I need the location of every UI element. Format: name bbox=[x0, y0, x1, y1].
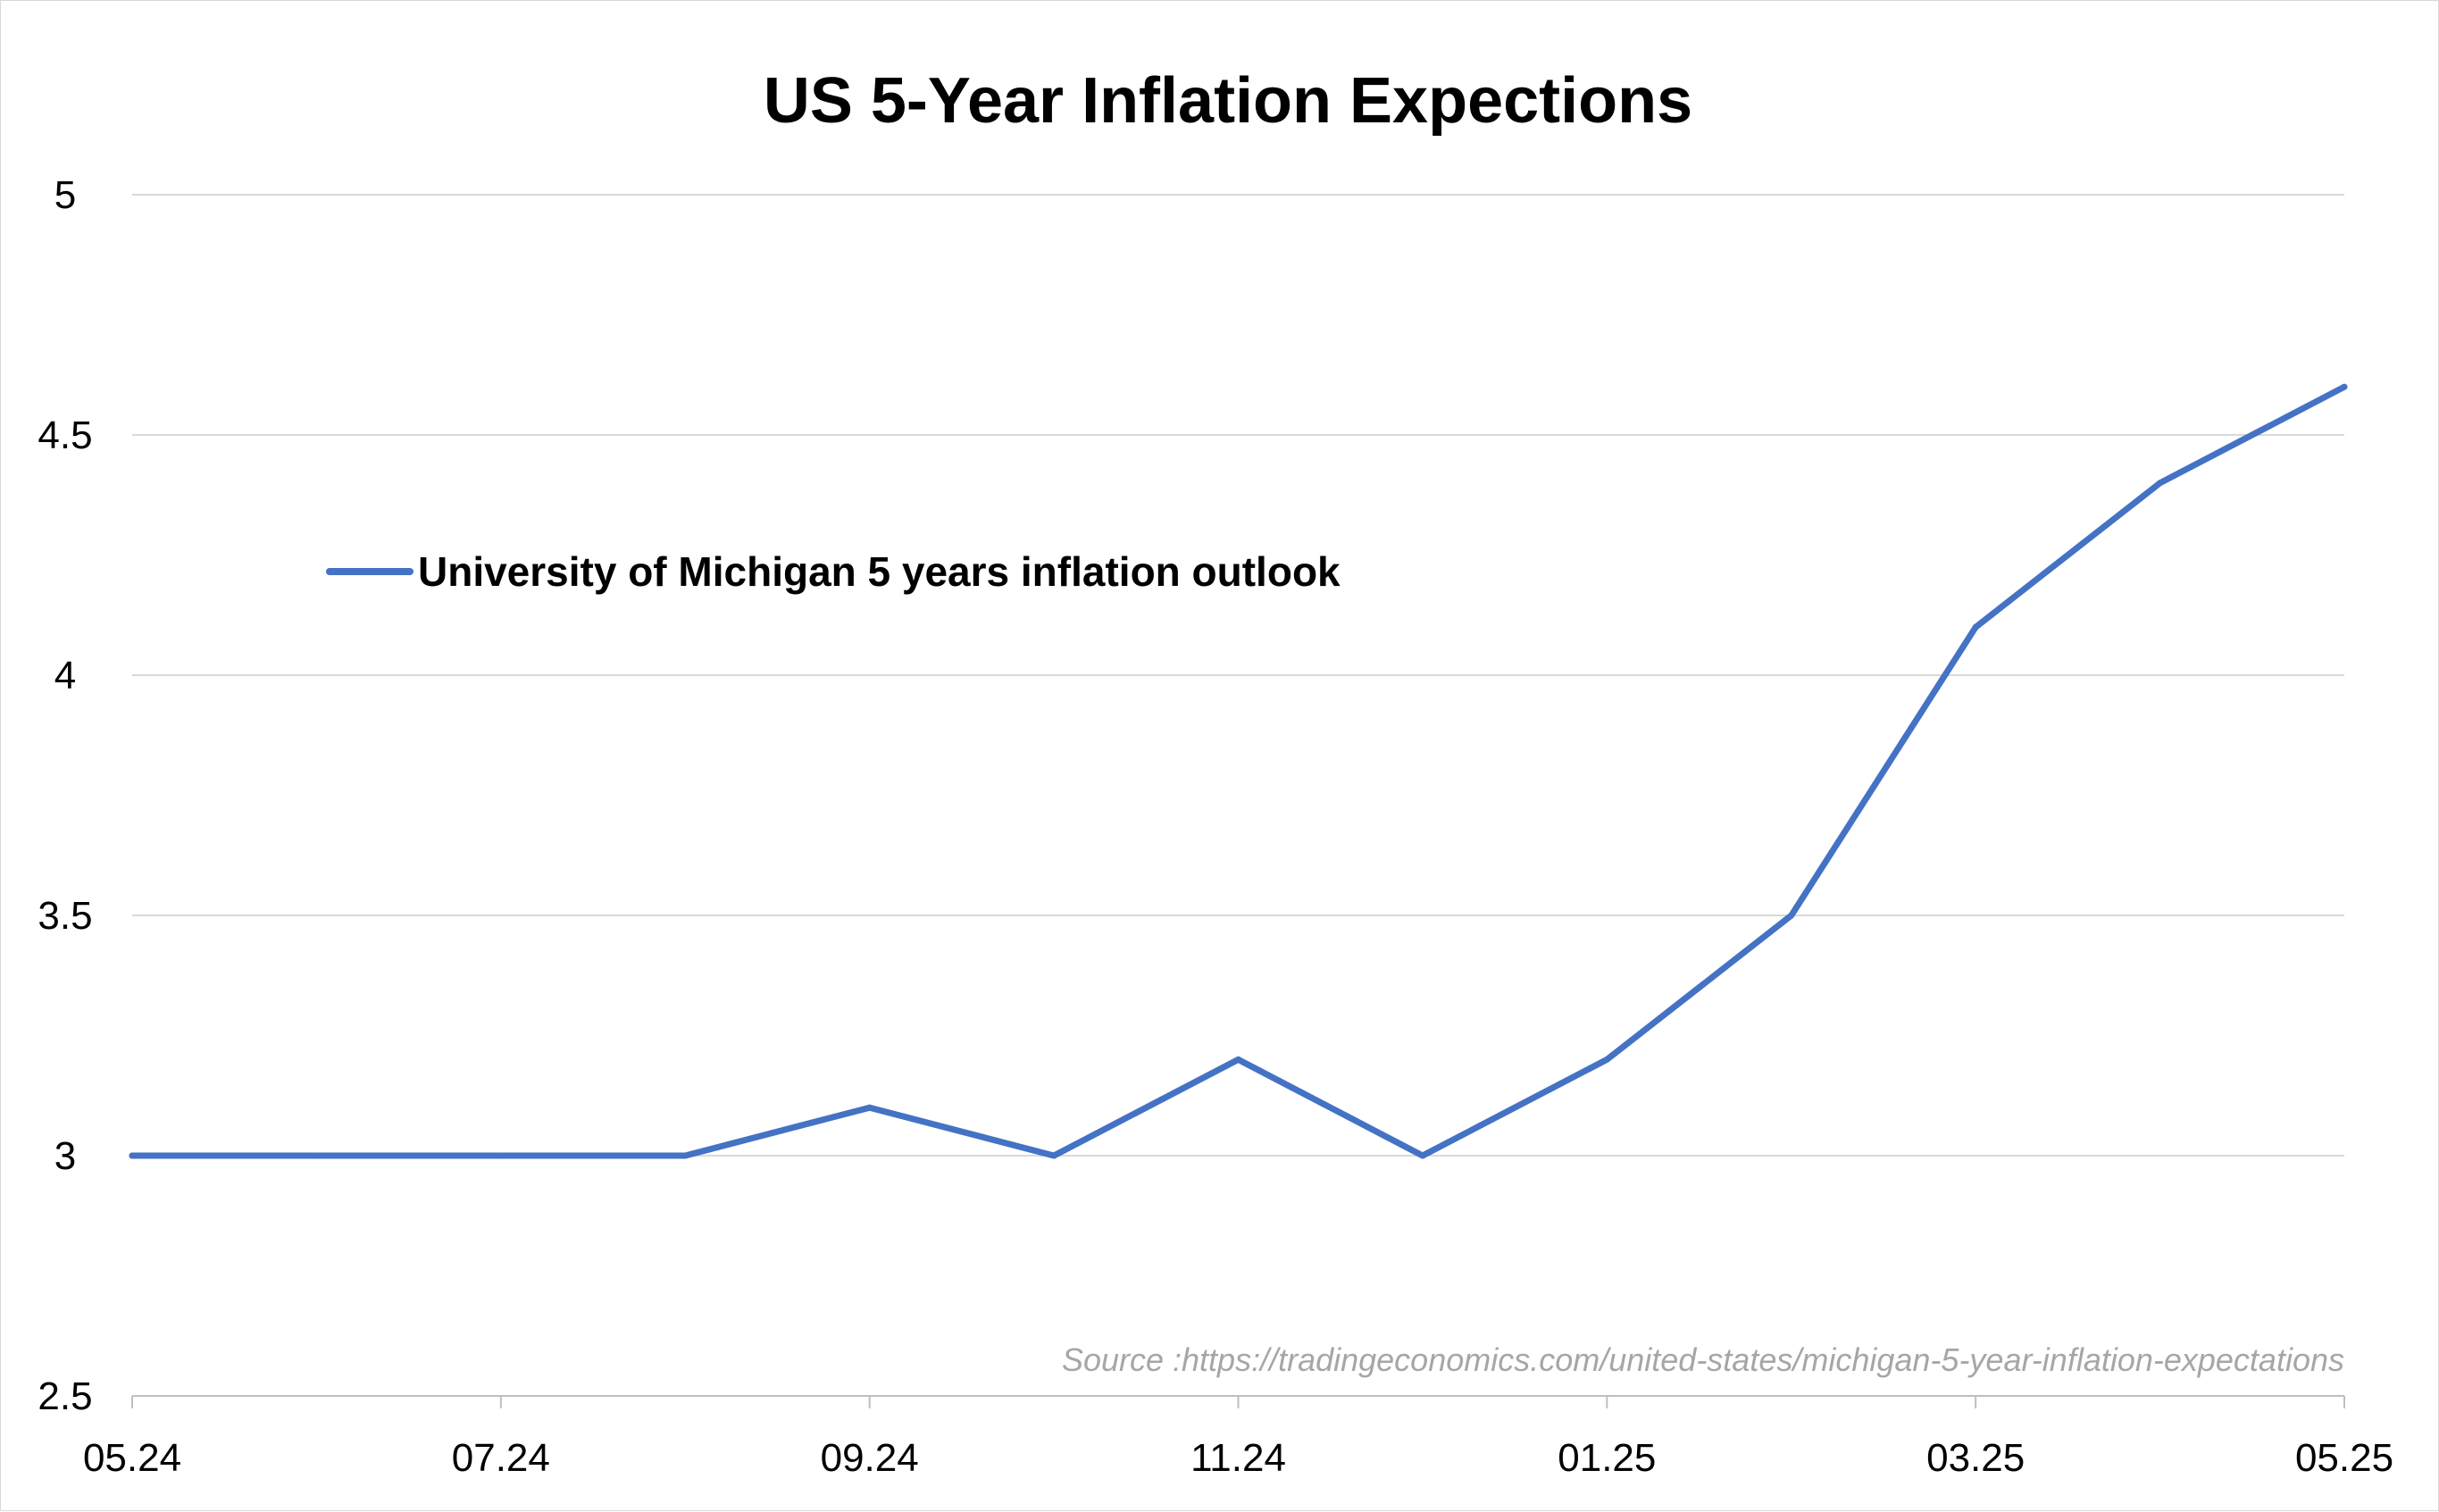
x-tick-label: 09.24 bbox=[821, 1436, 919, 1480]
chart-title: US 5-Year Inflation Expections bbox=[764, 65, 1692, 137]
data-point bbox=[681, 1152, 689, 1159]
data-point bbox=[2157, 480, 2164, 487]
data-point bbox=[497, 1152, 505, 1159]
y-tick-label: 3.5 bbox=[38, 894, 92, 938]
x-tick-label: 03.25 bbox=[1926, 1436, 2025, 1480]
data-point bbox=[1235, 1056, 1241, 1063]
x-tick-label: 05.24 bbox=[83, 1436, 181, 1480]
gridlines bbox=[132, 194, 2344, 1157]
data-point bbox=[1603, 1056, 1610, 1063]
data-point bbox=[2341, 383, 2348, 390]
x-tick-label: 11.24 bbox=[1190, 1436, 1286, 1480]
data-point bbox=[1050, 1152, 1057, 1159]
x-tick-label: 01.25 bbox=[1558, 1436, 1656, 1480]
data-point bbox=[129, 1152, 136, 1159]
data-point bbox=[313, 1152, 320, 1159]
series-layer bbox=[129, 383, 2348, 1159]
x-axis: 05.24 07.24 09.24 11.24 01.25 03.25 05.25 bbox=[83, 1395, 2393, 1480]
data-point bbox=[866, 1104, 873, 1111]
y-tick-label: 5 bbox=[54, 173, 76, 217]
y-tick-label: 3 bbox=[54, 1134, 76, 1178]
data-point bbox=[1788, 912, 1795, 919]
source-note: Source :https://tradingeconomics.com/uni… bbox=[1062, 1341, 2344, 1378]
legend: University of Michigan 5 years inflation… bbox=[326, 548, 1341, 595]
y-tick-label: 4.5 bbox=[38, 414, 92, 457]
series-line bbox=[129, 383, 2348, 1159]
x-tick-label: 07.24 bbox=[452, 1436, 550, 1480]
data-point bbox=[1419, 1152, 1426, 1159]
y-axis-ticks: 2.5 3 3.5 4 4.5 5 bbox=[38, 173, 92, 1418]
legend-label: University of Michigan 5 years inflation… bbox=[418, 548, 1341, 595]
data-point bbox=[1972, 623, 1979, 631]
x-tick-label: 05.25 bbox=[2295, 1436, 2393, 1480]
y-tick-label: 2.5 bbox=[38, 1374, 92, 1418]
y-tick-label: 4 bbox=[54, 654, 76, 698]
